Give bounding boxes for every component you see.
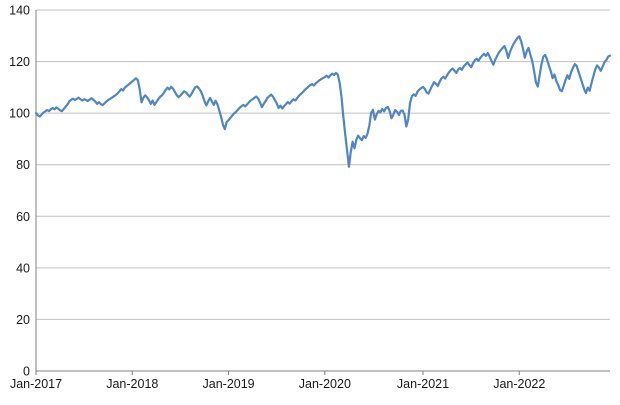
series-line	[34, 35, 612, 168]
x-tick-label: Jan-2020	[299, 377, 351, 391]
y-tick-label: 80	[16, 158, 30, 172]
x-tick-label: Jan-2022	[493, 377, 545, 391]
y-tick-label: 0	[23, 365, 30, 379]
x-tick-label: Jan-2018	[106, 377, 158, 391]
y-tick-label: 120	[9, 55, 30, 69]
x-tick-label: Jan-2021	[397, 377, 449, 391]
y-tick-label: 140	[9, 4, 30, 18]
y-tick-label: 40	[16, 261, 30, 275]
x-tick-label: Jan-2019	[203, 377, 255, 391]
x-tick-label: Jan-2017	[10, 377, 62, 391]
y-tick-label: 100	[9, 107, 30, 121]
y-tick-label: 20	[16, 313, 30, 327]
y-tick-label: 60	[16, 210, 30, 224]
